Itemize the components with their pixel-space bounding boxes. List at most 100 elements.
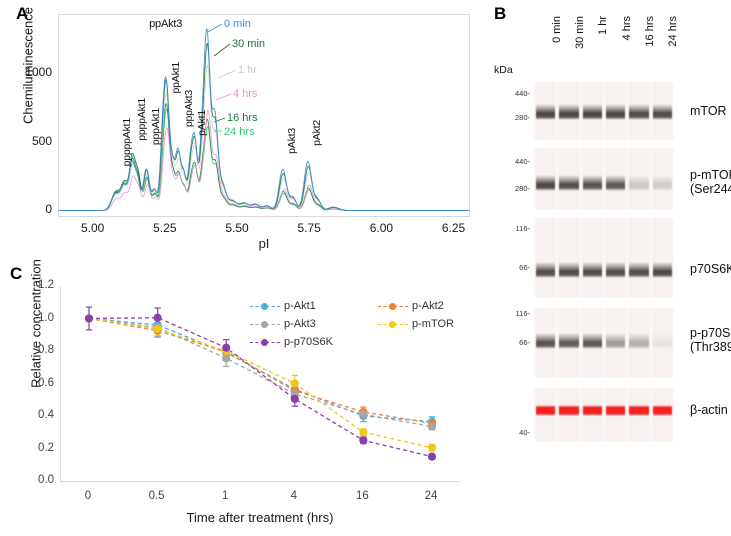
panel-a-series-label-4-hrs: 4 hrs (233, 88, 258, 100)
kda-axis-title: kDa (494, 64, 513, 76)
legend-item-p-p70S6K[interactable]: p-p70S6K (250, 336, 333, 348)
panel-b-letter: B (494, 4, 507, 23)
blot-lane (557, 82, 581, 140)
blot-band (606, 104, 626, 121)
peak-label: ppppAkt1 (135, 98, 148, 141)
mw-marker: 440‐ (514, 156, 530, 166)
blot-lane (534, 148, 558, 210)
legend-label: p-mTOR (412, 318, 454, 330)
panel-a-traces (59, 28, 469, 211)
mw-marker: 116‐ (515, 308, 530, 318)
legend-item-p-mTOR[interactable]: p-mTOR (378, 318, 454, 330)
blot-lane (627, 308, 651, 378)
blot-lane (627, 388, 651, 442)
panel-a-x-tick: 5.25 (153, 221, 177, 235)
blot-lane (580, 148, 604, 210)
panel-c-y-tick: 0.6 (38, 376, 54, 389)
data-point-p-p70S6K (153, 313, 162, 322)
peak-label: pppAkt1 (150, 108, 163, 146)
panel-a-series-label-24-hrs: 24 hrs (224, 126, 255, 138)
blot-lane (557, 388, 581, 442)
panel-a-series-label-16-hrs: 16 hrs (227, 112, 258, 124)
legend-line-swatch (250, 339, 280, 346)
panel-c-x-tick: 0.5 (148, 490, 165, 502)
legend-dot-marker (261, 339, 268, 346)
blot-band (582, 262, 602, 278)
blot-label: p-mTOR(Ser2448) (690, 168, 731, 196)
mw-marker: 280‐ (514, 112, 530, 122)
blot-lane (627, 218, 651, 298)
panel-b-western-blots: B kDa 0 min 30 min 1 hr 4 hrs 16 hrs 24 hrs 4… (486, 0, 731, 536)
blot-lane (557, 308, 581, 378)
data-point-p-p70S6K (427, 452, 437, 461)
blot-band (629, 174, 649, 191)
panel-c-series (84, 306, 437, 461)
peak-label: pppAkt3 (182, 90, 195, 128)
blot-label-line1: β-actin (690, 402, 728, 417)
peak-label: pppppAkt1 (121, 118, 134, 167)
blot-lane (534, 308, 558, 378)
series-line-p-Akt1 (88, 317, 433, 423)
panel-a-x-tick: 6.25 (441, 221, 466, 235)
panel-c-y-tick: 0.8 (38, 344, 54, 356)
data-point-p-Akt3 (427, 422, 437, 431)
legend-line-swatch (378, 321, 408, 328)
blot-lane (650, 308, 674, 378)
blot-lane (534, 218, 558, 298)
blot-band (536, 262, 556, 278)
blot-strip-mTOR (534, 82, 674, 140)
data-point-p-mTOR (359, 428, 368, 437)
data-point-p-p70S6K (359, 436, 368, 445)
blot-band (652, 174, 672, 191)
blot-band (559, 104, 579, 121)
data-point-p-p70S6K (84, 314, 94, 323)
blot-strip-pmTOR (534, 148, 674, 210)
panel-c-x-tick: 4 (290, 490, 297, 502)
panel-a-x-axis-label: pI (258, 236, 270, 251)
series-line-p-Akt3 (88, 317, 433, 428)
panel-a-y-tick: 500 (31, 133, 52, 148)
data-point-p-mTOR (153, 324, 162, 334)
series-line-p-Akt2 (88, 317, 433, 424)
panel-a-x-tick: 5.75 (297, 221, 321, 235)
legend-item-p-Akt3[interactable]: p-Akt3 (250, 318, 316, 330)
panel-c-x-tick: 0 (84, 490, 92, 502)
data-point-p-mTOR (427, 443, 437, 452)
legend-dot-marker (261, 321, 268, 328)
peak-label: pAkt2 (310, 120, 323, 146)
series-line-p-mTOR (88, 317, 433, 449)
blot-band (536, 104, 556, 121)
legend-item-p-Akt2[interactable]: p-Akt2 (378, 300, 444, 312)
blot-band (652, 262, 672, 278)
legend-item-p-Akt1[interactable]: p-Akt1 (250, 300, 316, 312)
blot-band (559, 332, 579, 349)
panel-c-x-axis-label: Time after treatment (hrs) (186, 510, 334, 525)
blot-lane (604, 218, 628, 298)
blot-lane (580, 82, 604, 140)
blot-band (606, 262, 626, 278)
blot-strip-pp70S6K (534, 308, 674, 378)
series-line-p-p70S6K (88, 317, 433, 458)
mw-marker: 440‐ (514, 88, 530, 98)
blot-band (559, 262, 579, 278)
peak-label: ppAkt3 (149, 18, 183, 30)
blot-lane (627, 82, 651, 140)
panel-a-x-tick: 5.00 (80, 221, 105, 235)
blot-label-line1: p70S6K (690, 262, 731, 276)
blot-band (582, 174, 602, 191)
panel-a-electropherogram: A Chemiluminescence 1000 500 0 5.00 5.25 5.5… (0, 0, 480, 258)
panel-c-y-axis-label: Relative concentration (28, 259, 44, 388)
legend-line-swatch (250, 303, 280, 310)
panel-a-letter: A (16, 4, 29, 23)
panel-a-series-label-30-min: 30 min (232, 38, 266, 50)
blot-band (559, 174, 579, 191)
legend-label: p-Akt1 (284, 300, 316, 312)
blot-band (629, 104, 649, 121)
blot-lane (580, 218, 604, 298)
blot-lane (534, 388, 558, 442)
panel-a-series-label-1-hr: 1 hr (238, 64, 257, 76)
panel-a-y-tick: 0 (45, 202, 52, 217)
blot-lane (604, 82, 628, 140)
panel-c-y-tick: 0.4 (38, 409, 54, 421)
blot-band (536, 405, 556, 417)
